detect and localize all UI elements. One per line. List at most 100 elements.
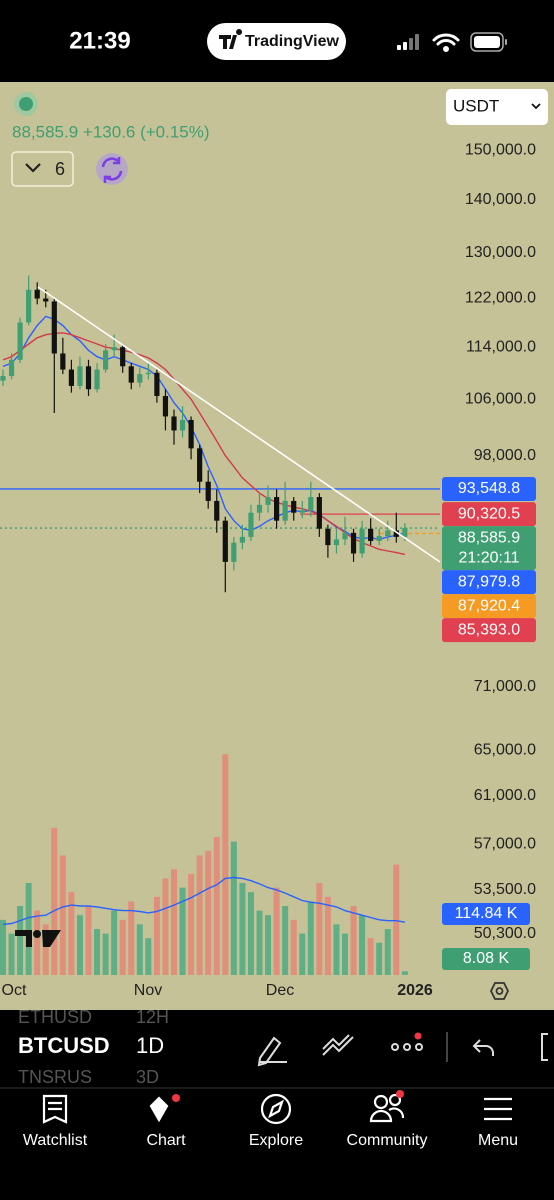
candle-body [256, 504, 263, 513]
nav-label[interactable]: Community [347, 1132, 428, 1149]
candle-body [179, 419, 186, 431]
axis-settings[interactable] [489, 982, 510, 1000]
candle-body [120, 347, 126, 367]
indicator-tool[interactable] [322, 1034, 354, 1056]
volume-bar [51, 827, 58, 975]
volume-bar [68, 892, 75, 975]
x-tick-label: Nov [134, 982, 162, 999]
interval[interactable]: 1D [136, 1033, 164, 1058]
candle-body [145, 372, 151, 375]
volume-bar [128, 901, 135, 975]
volume-tag [442, 948, 530, 970]
symbol[interactable]: BTCUSD [18, 1033, 110, 1058]
volume-bar [393, 864, 400, 975]
nav-label[interactable]: Menu [478, 1132, 518, 1149]
candle-body [402, 528, 408, 537]
y-tick-label: 61,000.0 [474, 787, 536, 804]
candle-body [77, 366, 83, 386]
volume-bar [376, 942, 383, 975]
candle-body [43, 298, 49, 302]
tool-icons [257, 1032, 548, 1067]
volume-bar [85, 906, 92, 975]
volume-bar [316, 883, 323, 975]
volume-bar [188, 873, 195, 975]
currency: USDT [453, 96, 499, 115]
volume-ma [2, 876, 406, 926]
price-tag-label: 90,320.5 [458, 505, 520, 522]
candle-body [26, 289, 32, 323]
price-axis: 150,000.0 140,000.0 130,000.0 122,000.0 114,… [442, 142, 536, 970]
volume-bar [94, 929, 101, 975]
nav-label[interactable]: Watchlist [23, 1132, 88, 1149]
chart-badge [172, 1094, 180, 1102]
volume-bar [119, 919, 126, 975]
volume-bar [25, 883, 32, 975]
volume-bar [256, 910, 263, 975]
community-badge [396, 1090, 404, 1098]
volume-bar [282, 906, 289, 975]
candle-body [34, 289, 40, 299]
moving-average [2, 332, 406, 556]
price-tag-label: 88,585.9 [458, 529, 520, 546]
y-tick-label: 106,000.0 [465, 391, 536, 408]
volume-bar [239, 883, 246, 975]
toolbar: ETHUSD 12H BTCUSD 1D TNSRUS 3D [18, 1007, 169, 1087]
volume-bar [265, 915, 272, 975]
volume-bar [111, 910, 118, 975]
volume-bar [333, 924, 340, 975]
plot [0, 275, 440, 975]
candle-body [222, 520, 228, 562]
sync-arrows [103, 157, 121, 183]
quote: 88,585.9 +130.6 (+0.15%) [12, 122, 210, 141]
volume-bar [0, 919, 6, 975]
nav-label[interactable]: Chart [146, 1132, 186, 1149]
price-tag-label: 85,393.0 [458, 621, 520, 638]
indicator-toggle[interactable] [11, 151, 74, 187]
candle-body [51, 301, 57, 354]
volume-tag [442, 903, 530, 925]
candle-body [154, 372, 160, 396]
candle-body [359, 528, 365, 554]
volume-bar [350, 906, 357, 975]
candle-body [376, 536, 382, 541]
volume-bar [162, 878, 169, 975]
candle-body [368, 528, 374, 541]
volume-bar [42, 924, 49, 975]
volume-bar [367, 938, 374, 975]
candle-body [308, 497, 314, 511]
undo[interactable] [472, 1039, 494, 1056]
candle-body [316, 497, 322, 529]
volume-bar [34, 910, 41, 975]
price-tag [442, 526, 536, 571]
candle-body [205, 481, 211, 501]
candle-body [325, 528, 331, 546]
candle-body [385, 530, 391, 537]
y-tick-label: 65,000.0 [474, 741, 536, 758]
nav-label[interactable]: Explore [249, 1132, 303, 1149]
candle-body [137, 374, 143, 383]
volume-bar [196, 855, 203, 975]
volume-bar [230, 841, 237, 975]
volume-bar [8, 933, 15, 975]
draw-tool[interactable] [257, 1036, 287, 1067]
redo-edge[interactable] [541, 1033, 548, 1061]
volume-bar [307, 901, 314, 975]
candle-body [333, 539, 340, 546]
candle-body [188, 419, 194, 449]
time-axis: Oct Nov Dec 2026 [2, 982, 433, 999]
nav-icons [42, 1093, 512, 1125]
volume-bar [102, 933, 109, 975]
currency-select[interactable] [446, 89, 548, 125]
symbol: TNSRUS [18, 1067, 92, 1087]
candle-body [214, 500, 220, 521]
candle-body [0, 376, 6, 381]
more-dot[interactable] [391, 1043, 399, 1051]
price-tag-label: 87,979.8 [458, 573, 520, 590]
volume-bar [299, 933, 306, 975]
candle-body [128, 366, 134, 383]
signal-icon [397, 34, 419, 50]
volume-bar [59, 855, 66, 975]
x-tick-label: Oct [2, 982, 27, 999]
candle-body [162, 395, 169, 417]
